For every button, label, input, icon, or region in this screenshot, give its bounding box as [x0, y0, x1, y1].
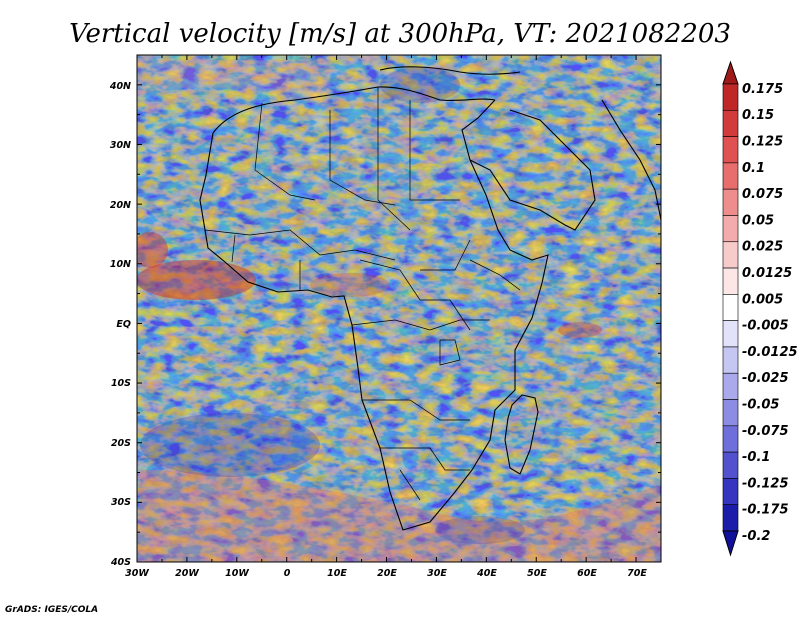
colorbar-label: 0.0125 [742, 266, 792, 281]
colorbar-box [722, 109, 739, 137]
colorbar-label: -0.125 [742, 476, 789, 491]
ascent-band-southern [137, 470, 661, 562]
lon-label-10e: 10E [327, 568, 347, 579]
colorbar-box [722, 451, 739, 479]
lon-label-10w: 10W [225, 568, 249, 579]
lon-label-20w: 20W [175, 568, 199, 579]
colorbar-label: -0.005 [742, 319, 789, 334]
lat-label-30n: 30N [110, 140, 131, 151]
colorbar-box [722, 188, 739, 216]
plot-title: Vertical velocity [m/s] at 300hPa, VT: 2… [69, 19, 731, 49]
colorbar-box [722, 399, 739, 427]
ascent-band-west-africa [137, 260, 256, 300]
colorbar-box [722, 162, 739, 190]
map-frame [136, 54, 662, 563]
lat-label-20n: 20N [110, 200, 131, 211]
colorbar-box [722, 320, 739, 348]
colorbar-box [722, 83, 739, 111]
colorbar-label: 0.175 [742, 82, 783, 97]
colorbar-label: -0.2 [742, 529, 770, 544]
colorbar-label: -0.1 [742, 450, 770, 465]
colorbar-label: -0.075 [742, 424, 789, 439]
country-borders [204, 87, 521, 501]
colorbar-box [722, 372, 739, 400]
lon-label-0: 0 [284, 568, 291, 579]
colorbar-label: 0.05 [742, 213, 774, 228]
colorbar-label: 0.125 [742, 135, 783, 150]
colorbar-label: -0.0125 [742, 345, 798, 360]
colorbar-top-arrow [722, 60, 739, 85]
coastlines [199, 66, 661, 531]
colorbar-bottom-arrow [722, 530, 739, 557]
lat-label-20s: 20S [111, 438, 131, 449]
colorbar-label: -0.175 [742, 503, 789, 518]
lon-label-30w: 30W [125, 568, 149, 579]
colorbar-box [722, 136, 739, 164]
lat-axis-labels: 40N 30N 20N 10N EQ 10S 20S 30S 40S [109, 81, 131, 568]
lat-label-40n: 40N [109, 81, 131, 92]
lat-label-30s: 30S [111, 497, 131, 508]
lon-label-50e: 50E [527, 568, 547, 579]
lon-label-30e: 30E [427, 568, 447, 579]
colorbar-box [722, 294, 739, 321]
colorbar-box [722, 425, 739, 453]
colorbar: 0.175 0.15 0.125 0.1 0.075 0.05 0.025 0.0125 0.0… [722, 60, 798, 557]
lat-label-10n: 10N [110, 259, 131, 270]
lat-label-10s: 10S [111, 378, 131, 389]
lat-label-40s: 40S [110, 557, 131, 568]
colorbar-label: 0.005 [742, 292, 783, 307]
descent-swirl-atlantic [140, 413, 320, 477]
colorbar-box [722, 215, 739, 243]
credit-text: GrADS: IGES/COLA [5, 605, 98, 615]
lon-label-70e: 70E [627, 568, 647, 579]
lon-axis-labels: 30W 20W 10W 0 10E 20E 30E 40E 50E 60E 70… [125, 568, 647, 579]
colorbar-label: 0.025 [742, 240, 783, 255]
colorbar-label: -0.05 [742, 397, 779, 412]
colorbar-box [722, 478, 739, 506]
colorbar-box [722, 241, 739, 269]
lon-label-40e: 40E [476, 568, 497, 579]
lon-label-60e: 60E [577, 568, 597, 579]
colorbar-label: 0.075 [742, 187, 783, 202]
velocity-field [137, 55, 661, 562]
colorbar-box [722, 346, 739, 374]
colorbar-label: 0.1 [742, 161, 765, 176]
colorbar-label: -0.025 [742, 371, 789, 386]
colorbar-box [722, 267, 739, 295]
lon-label-20e: 20E [377, 568, 397, 579]
lat-label-eq: EQ [116, 319, 131, 330]
colorbar-label: 0.15 [742, 108, 774, 123]
axis-ticks [136, 54, 662, 563]
colorbar-box [722, 504, 739, 532]
